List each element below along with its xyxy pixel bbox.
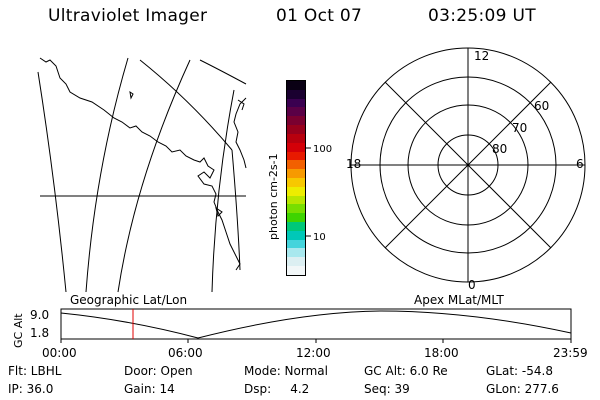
colorbar-tick-10: 10 [313, 232, 326, 243]
date-label: 01 Oct 07 [276, 6, 363, 26]
coastline [233, 97, 247, 169]
polar-diagonal [384, 81, 552, 249]
timeline-x-tick-2359: 23:59 [553, 346, 588, 360]
polar-ring-80 [437, 134, 499, 196]
colorbar-unit-label: photon cm-2s-1 [267, 153, 280, 240]
colorbar-segment [287, 142, 305, 152]
map-grid-line [211, 89, 235, 293]
timeline-x-tick-1200: 12:00 [296, 346, 331, 360]
colorbar-segment [287, 107, 305, 117]
colorbar-segment [287, 195, 305, 205]
time-label: 03:25:09 UT [428, 6, 536, 26]
timeline-frame [60, 308, 572, 340]
timeline-x-tick-0600: 06:00 [168, 346, 203, 360]
colorbar-segment [287, 222, 305, 231]
coastline [237, 99, 245, 111]
colorbar-segment [287, 133, 305, 143]
colorbar-segment [287, 204, 305, 214]
timeline-x-tick-0000: 00:00 [42, 346, 77, 360]
info-ip: IP: 36.0 [8, 382, 54, 396]
colorbar-segment [287, 160, 305, 170]
polar-ring-70 [407, 104, 529, 226]
polar-ring-outer [350, 47, 586, 283]
colorbar [286, 80, 306, 276]
map-grid-line [85, 57, 129, 293]
timeline-y-axis-label: GC Alt [12, 313, 25, 348]
polar-diagonal [384, 81, 552, 249]
coastline [129, 90, 134, 100]
lat-label-70: 70 [512, 121, 527, 135]
altitude-curve [60, 310, 572, 339]
timeline-x-tick-1800: 18:00 [424, 346, 459, 360]
info-dsp: Dsp: 4.2 [244, 382, 310, 396]
info-glat: GLat: -54.8 [486, 364, 553, 378]
info-glon: GLon: 277.6 [486, 382, 559, 396]
mlt-label-12: 12 [474, 49, 489, 63]
info-gain: Gain: 14 [124, 382, 175, 396]
lat-label-60: 60 [534, 99, 549, 113]
coastline [215, 206, 223, 217]
map-grid-line [37, 71, 67, 293]
polar-ring-60 [379, 76, 557, 254]
coastline [39, 57, 241, 271]
colorbar-segment [287, 230, 305, 240]
colorbar-segment [287, 248, 305, 258]
map-grid-line [199, 59, 247, 85]
colorbar-segment [287, 116, 305, 126]
timeline-right-label: Apex MLat/MLT [414, 293, 504, 307]
colorbar-segment [287, 89, 305, 99]
colorbar-segment [287, 98, 305, 108]
timeline-y-tick-top: 9.0 [30, 308, 50, 322]
colorbar-segment [287, 177, 305, 187]
colorbar-segment [287, 239, 305, 249]
colorbar-segment [287, 81, 305, 90]
info-filter: Flt: LBHL [8, 364, 62, 378]
timeline-left-label: Geographic Lat/Lon [70, 293, 188, 307]
mlt-label-18: 18 [346, 157, 361, 171]
timeline-y-tick-bottom: 1.8 [30, 326, 50, 340]
lat-label-80: 80 [492, 142, 507, 156]
colorbar-segment [287, 169, 305, 178]
map-grid-line [231, 149, 241, 271]
info-mode: Mode: Normal [244, 364, 328, 378]
colorbar-segment [287, 266, 305, 275]
colorbar-segment [287, 125, 305, 134]
colorbar-segment [287, 213, 305, 222]
colorbar-segment [287, 186, 305, 196]
mlt-label-6: 6 [576, 157, 584, 171]
colorbar-segment [287, 151, 305, 161]
info-door: Door: Open [124, 364, 193, 378]
colorbar-tick-100: 100 [313, 144, 332, 155]
mlt-label-0: 0 [468, 278, 476, 292]
map-grid-line [117, 59, 191, 293]
info-seq: Seq: 39 [364, 382, 410, 396]
info-gc-alt: GC Alt: 6.0 Re [364, 364, 448, 378]
instrument-title: Ultraviolet Imager [48, 6, 208, 26]
colorbar-segment [287, 257, 305, 267]
map-grid-line [139, 59, 233, 151]
